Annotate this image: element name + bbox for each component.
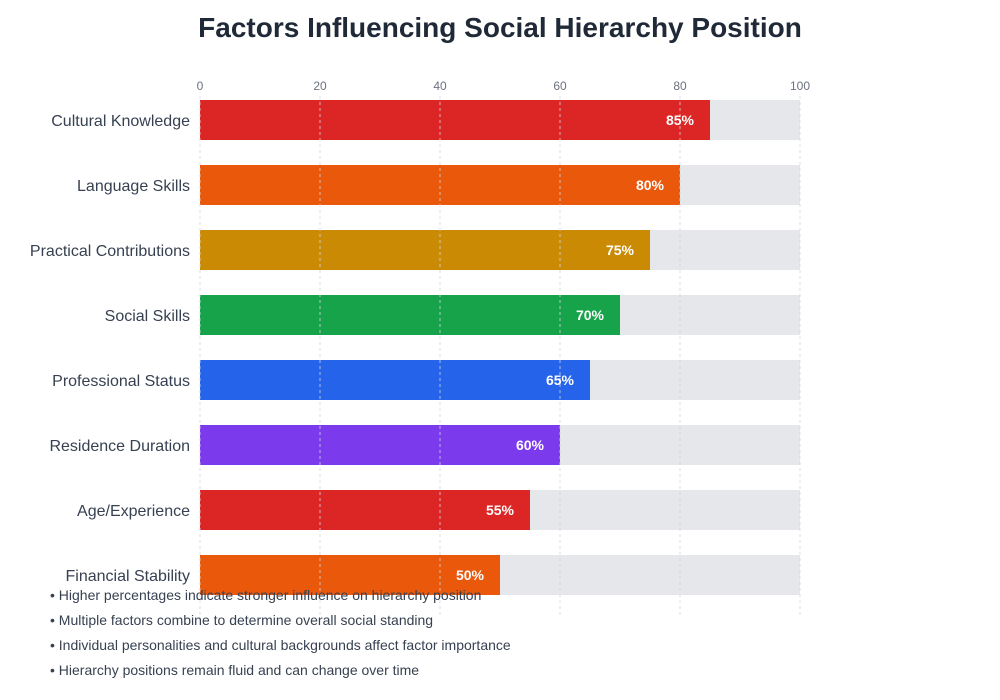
bar bbox=[200, 425, 560, 465]
note-item: • Higher percentages indicate stronger i… bbox=[50, 587, 482, 603]
notes-list: • Higher percentages indicate stronger i… bbox=[50, 584, 511, 684]
bar bbox=[200, 490, 530, 530]
value-label: 55% bbox=[486, 502, 515, 518]
category-label: Social Skills bbox=[105, 308, 190, 325]
x-tick-label: 20 bbox=[313, 79, 327, 93]
value-label: 65% bbox=[546, 372, 575, 388]
category-label: Professional Status bbox=[52, 373, 190, 390]
bar bbox=[200, 295, 620, 335]
x-tick-label: 0 bbox=[197, 79, 204, 93]
x-tick-label: 100 bbox=[790, 79, 810, 93]
x-tick-label: 60 bbox=[553, 79, 567, 93]
bar bbox=[200, 230, 650, 270]
value-label: 50% bbox=[456, 567, 485, 583]
note-item: • Individual personalities and cultural … bbox=[50, 637, 511, 653]
category-label: Language Skills bbox=[77, 178, 190, 195]
value-label: 60% bbox=[516, 437, 545, 453]
category-label: Cultural Knowledge bbox=[51, 113, 190, 130]
value-label: 85% bbox=[666, 112, 695, 128]
value-label: 75% bbox=[606, 242, 635, 258]
note-item: • Multiple factors combine to determine … bbox=[50, 612, 434, 628]
bar bbox=[200, 100, 710, 140]
value-label: 70% bbox=[576, 307, 605, 323]
value-label: 80% bbox=[636, 177, 665, 193]
category-label: Financial Stability bbox=[66, 568, 191, 585]
category-label: Age/Experience bbox=[77, 503, 190, 520]
chart-title: Factors Influencing Social Hierarchy Pos… bbox=[198, 12, 802, 43]
x-tick-label: 40 bbox=[433, 79, 447, 93]
bar bbox=[200, 555, 500, 595]
x-tick-label: 80 bbox=[673, 79, 687, 93]
category-label: Residence Duration bbox=[49, 438, 190, 455]
bar bbox=[200, 360, 590, 400]
category-label: Practical Contributions bbox=[30, 243, 190, 260]
note-item: • Hierarchy positions remain fluid and c… bbox=[50, 662, 420, 678]
